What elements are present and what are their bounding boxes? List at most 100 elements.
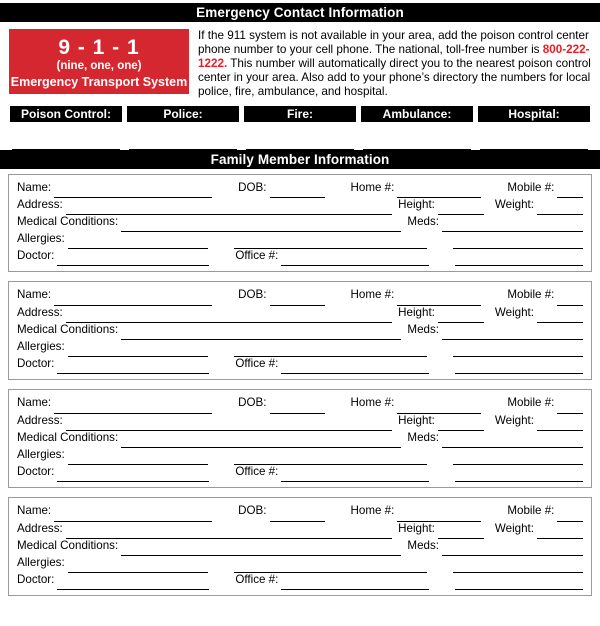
doctor-field[interactable] (57, 362, 210, 375)
member-row-address: Address: Height: Weight: (17, 414, 583, 431)
home-phone-field[interactable] (397, 402, 482, 414)
doctor-field[interactable] (57, 578, 210, 591)
member-row-identity: Name: DOB: Home #: Mobile #: (17, 504, 583, 522)
meds-continuation-field-two[interactable] (455, 578, 583, 591)
member-row-address: Address: Height: Weight: (17, 306, 583, 323)
mobile-phone-label: Mobile #: (507, 396, 555, 410)
mobile-phone-field[interactable] (557, 402, 583, 414)
emergency-transport-system-label: Emergency Transport System (10, 75, 188, 89)
dob-field[interactable] (269, 402, 325, 414)
nine-one-one-callout-box: 9 - 1 - 1 (nine, one, one) Emergency Tra… (9, 29, 189, 94)
allergies-continuation-field[interactable] (233, 237, 427, 250)
office-phone-field[interactable] (281, 578, 430, 591)
office-phone-field[interactable] (281, 470, 430, 483)
height-field[interactable] (437, 311, 484, 323)
family-members-list: Name: DOB: Home #: Mobile #: Address: He… (0, 169, 600, 597)
doctor-label: Doctor: (17, 465, 55, 479)
emergency-contact-section-title: Emergency Contact Information (0, 3, 600, 22)
height-label: Height: (398, 521, 435, 535)
mobile-phone-field[interactable] (557, 294, 583, 306)
member-row-medical-conditions: Medical Conditions: Meds: (17, 214, 583, 233)
meds-continuation-field-one[interactable] (452, 453, 583, 466)
meds-field[interactable] (442, 436, 583, 448)
meds-continuation-field-one[interactable] (452, 345, 583, 358)
address-field[interactable] (65, 203, 393, 215)
doctor-field[interactable] (57, 254, 210, 267)
allergies-continuation-field[interactable] (233, 561, 427, 574)
height-field[interactable] (437, 527, 484, 539)
allergies-field[interactable] (67, 561, 208, 574)
name-field[interactable] (54, 294, 213, 306)
allergies-continuation-field[interactable] (233, 453, 427, 466)
meds-label: Meds: (407, 322, 439, 336)
allergies-field[interactable] (67, 345, 208, 358)
allergies-continuation-field[interactable] (233, 345, 427, 358)
name-field[interactable] (54, 510, 213, 522)
home-phone-label: Home #: (350, 288, 395, 302)
home-phone-field[interactable] (397, 186, 482, 198)
medical-conditions-field[interactable] (121, 328, 402, 341)
mobile-phone-label: Mobile #: (507, 288, 555, 302)
home-phone-field[interactable] (397, 294, 482, 306)
allergies-label: Allergies: (17, 447, 65, 461)
doctor-field[interactable] (57, 470, 210, 483)
medical-conditions-field[interactable] (121, 220, 402, 233)
meds-continuation-field-two[interactable] (455, 470, 583, 483)
mobile-phone-label: Mobile #: (507, 504, 555, 518)
mobile-phone-field[interactable] (557, 186, 583, 198)
contact-write-in-line-hospital[interactable] (480, 122, 588, 150)
allergies-label: Allergies: (17, 232, 65, 246)
dob-field[interactable] (269, 294, 325, 306)
nine-one-one-spelled: (nine, one, one) (56, 60, 142, 72)
medical-conditions-label: Medical Conditions: (17, 538, 119, 552)
office-phone-field[interactable] (281, 362, 430, 375)
address-field[interactable] (65, 527, 393, 539)
mobile-phone-label: Mobile #: (507, 180, 555, 194)
medical-conditions-label: Medical Conditions: (17, 430, 119, 444)
height-field[interactable] (437, 203, 484, 215)
office-phone-label: Office #: (235, 249, 279, 263)
meds-label: Meds: (407, 214, 439, 228)
weight-label: Weight: (494, 305, 534, 319)
contact-write-in-line-poison-control[interactable] (12, 122, 120, 150)
meds-field[interactable] (442, 544, 583, 556)
family-member-section-title: Family Member Information (0, 149, 600, 169)
contact-write-in-line-police[interactable] (129, 122, 237, 150)
name-field[interactable] (54, 402, 213, 414)
allergies-label: Allergies: (17, 555, 65, 569)
medical-conditions-label: Medical Conditions: (17, 322, 119, 336)
weight-field[interactable] (537, 527, 583, 539)
contact-label-fire: Fire: (244, 105, 356, 122)
dob-field[interactable] (269, 510, 325, 522)
meds-field[interactable] (442, 220, 583, 233)
mobile-phone-field[interactable] (557, 510, 583, 522)
meds-continuation-field-two[interactable] (455, 362, 583, 375)
weight-field[interactable] (537, 203, 583, 215)
contact-write-in-line-ambulance[interactable] (363, 122, 471, 150)
name-field[interactable] (54, 186, 213, 198)
allergies-field[interactable] (67, 237, 208, 250)
medical-conditions-field[interactable] (121, 544, 402, 556)
meds-continuation-field-one[interactable] (452, 561, 583, 574)
office-phone-field[interactable] (281, 254, 430, 267)
contact-write-in-line-fire[interactable] (246, 122, 354, 150)
address-field[interactable] (65, 419, 393, 431)
meds-continuation-field-one[interactable] (452, 237, 583, 250)
dob-field[interactable] (269, 186, 325, 198)
member-row-identity: Name: DOB: Home #: Mobile #: (17, 396, 583, 414)
allergies-field[interactable] (67, 453, 208, 466)
office-phone-label: Office #: (235, 465, 279, 479)
meds-continuation-field-two[interactable] (455, 254, 583, 267)
emergency-contacts-row: Poison Control: Police: Fire: Ambulance:… (0, 99, 600, 150)
weight-field[interactable] (537, 311, 583, 323)
contact-label-ambulance: Ambulance: (361, 105, 473, 122)
weight-field[interactable] (537, 419, 583, 431)
name-label: Name: (17, 504, 52, 518)
address-field[interactable] (65, 311, 393, 323)
medical-conditions-label: Medical Conditions: (17, 214, 119, 228)
height-field[interactable] (437, 419, 484, 431)
medical-conditions-field[interactable] (121, 436, 402, 448)
member-row-doctor: Doctor: Office #: (17, 357, 583, 375)
meds-field[interactable] (442, 328, 583, 341)
home-phone-field[interactable] (397, 510, 482, 522)
